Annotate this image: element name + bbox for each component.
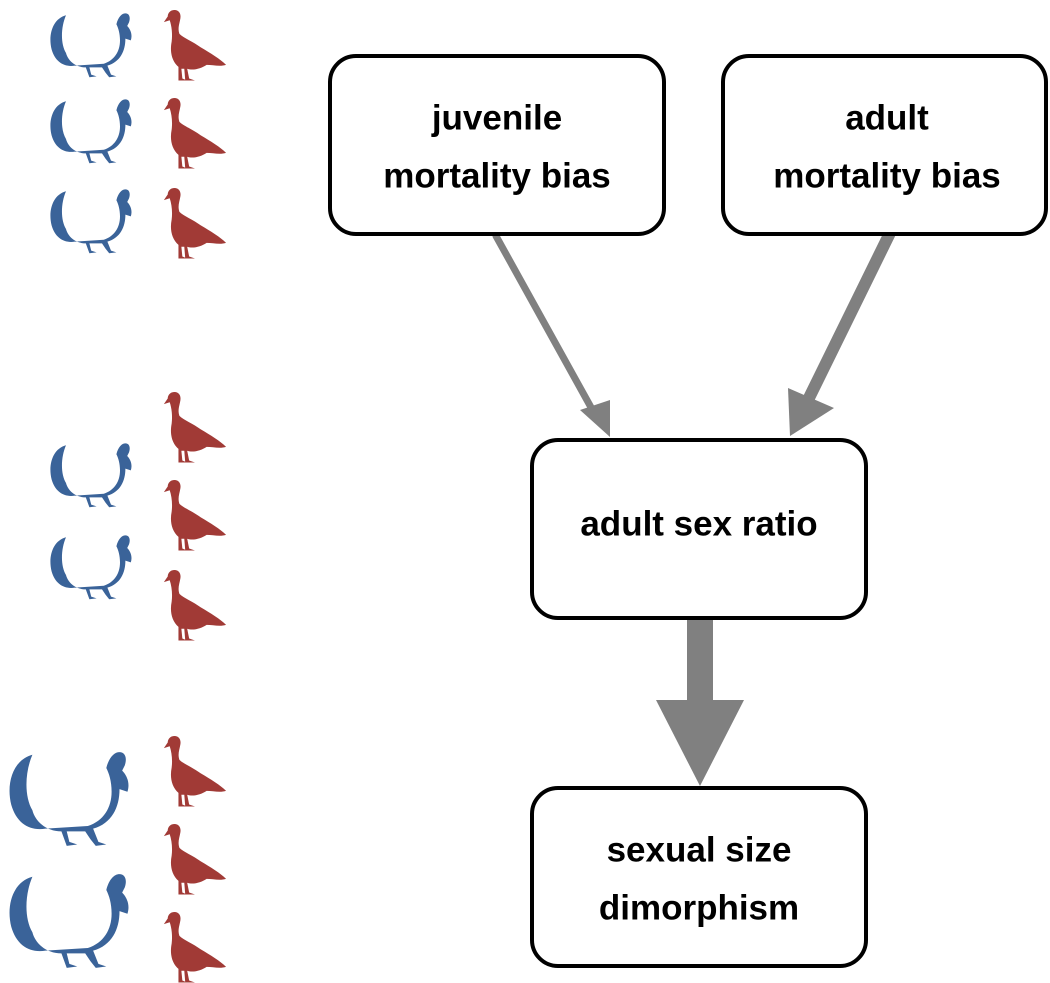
male-turkey [50, 99, 132, 164]
node-box [530, 786, 868, 968]
male-turkey [9, 752, 129, 846]
male-turkey [50, 189, 132, 254]
node-label: sexual size [607, 830, 792, 869]
arrow-head [788, 388, 834, 436]
female-turkey [163, 392, 227, 463]
node: sexual size dimorphism [530, 786, 868, 968]
female-turkey [163, 10, 227, 81]
node-box [328, 54, 666, 236]
node: adult sex ratio [530, 438, 868, 620]
node-label: adult sex ratio [580, 504, 817, 543]
female-turkey [163, 824, 227, 895]
arrow [492, 232, 602, 424]
female-turkey [163, 570, 227, 641]
node: juvenile mortality bias [328, 54, 666, 236]
node-label: dimorphism [599, 888, 799, 927]
female-turkey [163, 188, 227, 259]
arrows [492, 227, 896, 786]
arrow [802, 227, 896, 406]
node-label: mortality bias [383, 156, 611, 195]
female-turkey [163, 736, 227, 807]
female-turkey [163, 98, 227, 169]
arrow-head [580, 400, 610, 437]
female-turkey [163, 480, 227, 551]
male-turkey [50, 13, 132, 78]
arrow-head [656, 700, 744, 786]
node-box [530, 438, 868, 620]
node-box [721, 54, 1048, 236]
male-turkey [50, 443, 132, 508]
birds [9, 10, 227, 983]
node-label: adult [845, 98, 929, 137]
male-turkey [9, 874, 129, 968]
node: adult mortality bias [721, 54, 1048, 236]
female-turkey [163, 912, 227, 983]
male-turkey [50, 535, 132, 600]
node-label: mortality bias [773, 156, 1001, 195]
node-label: juvenile [431, 98, 562, 137]
